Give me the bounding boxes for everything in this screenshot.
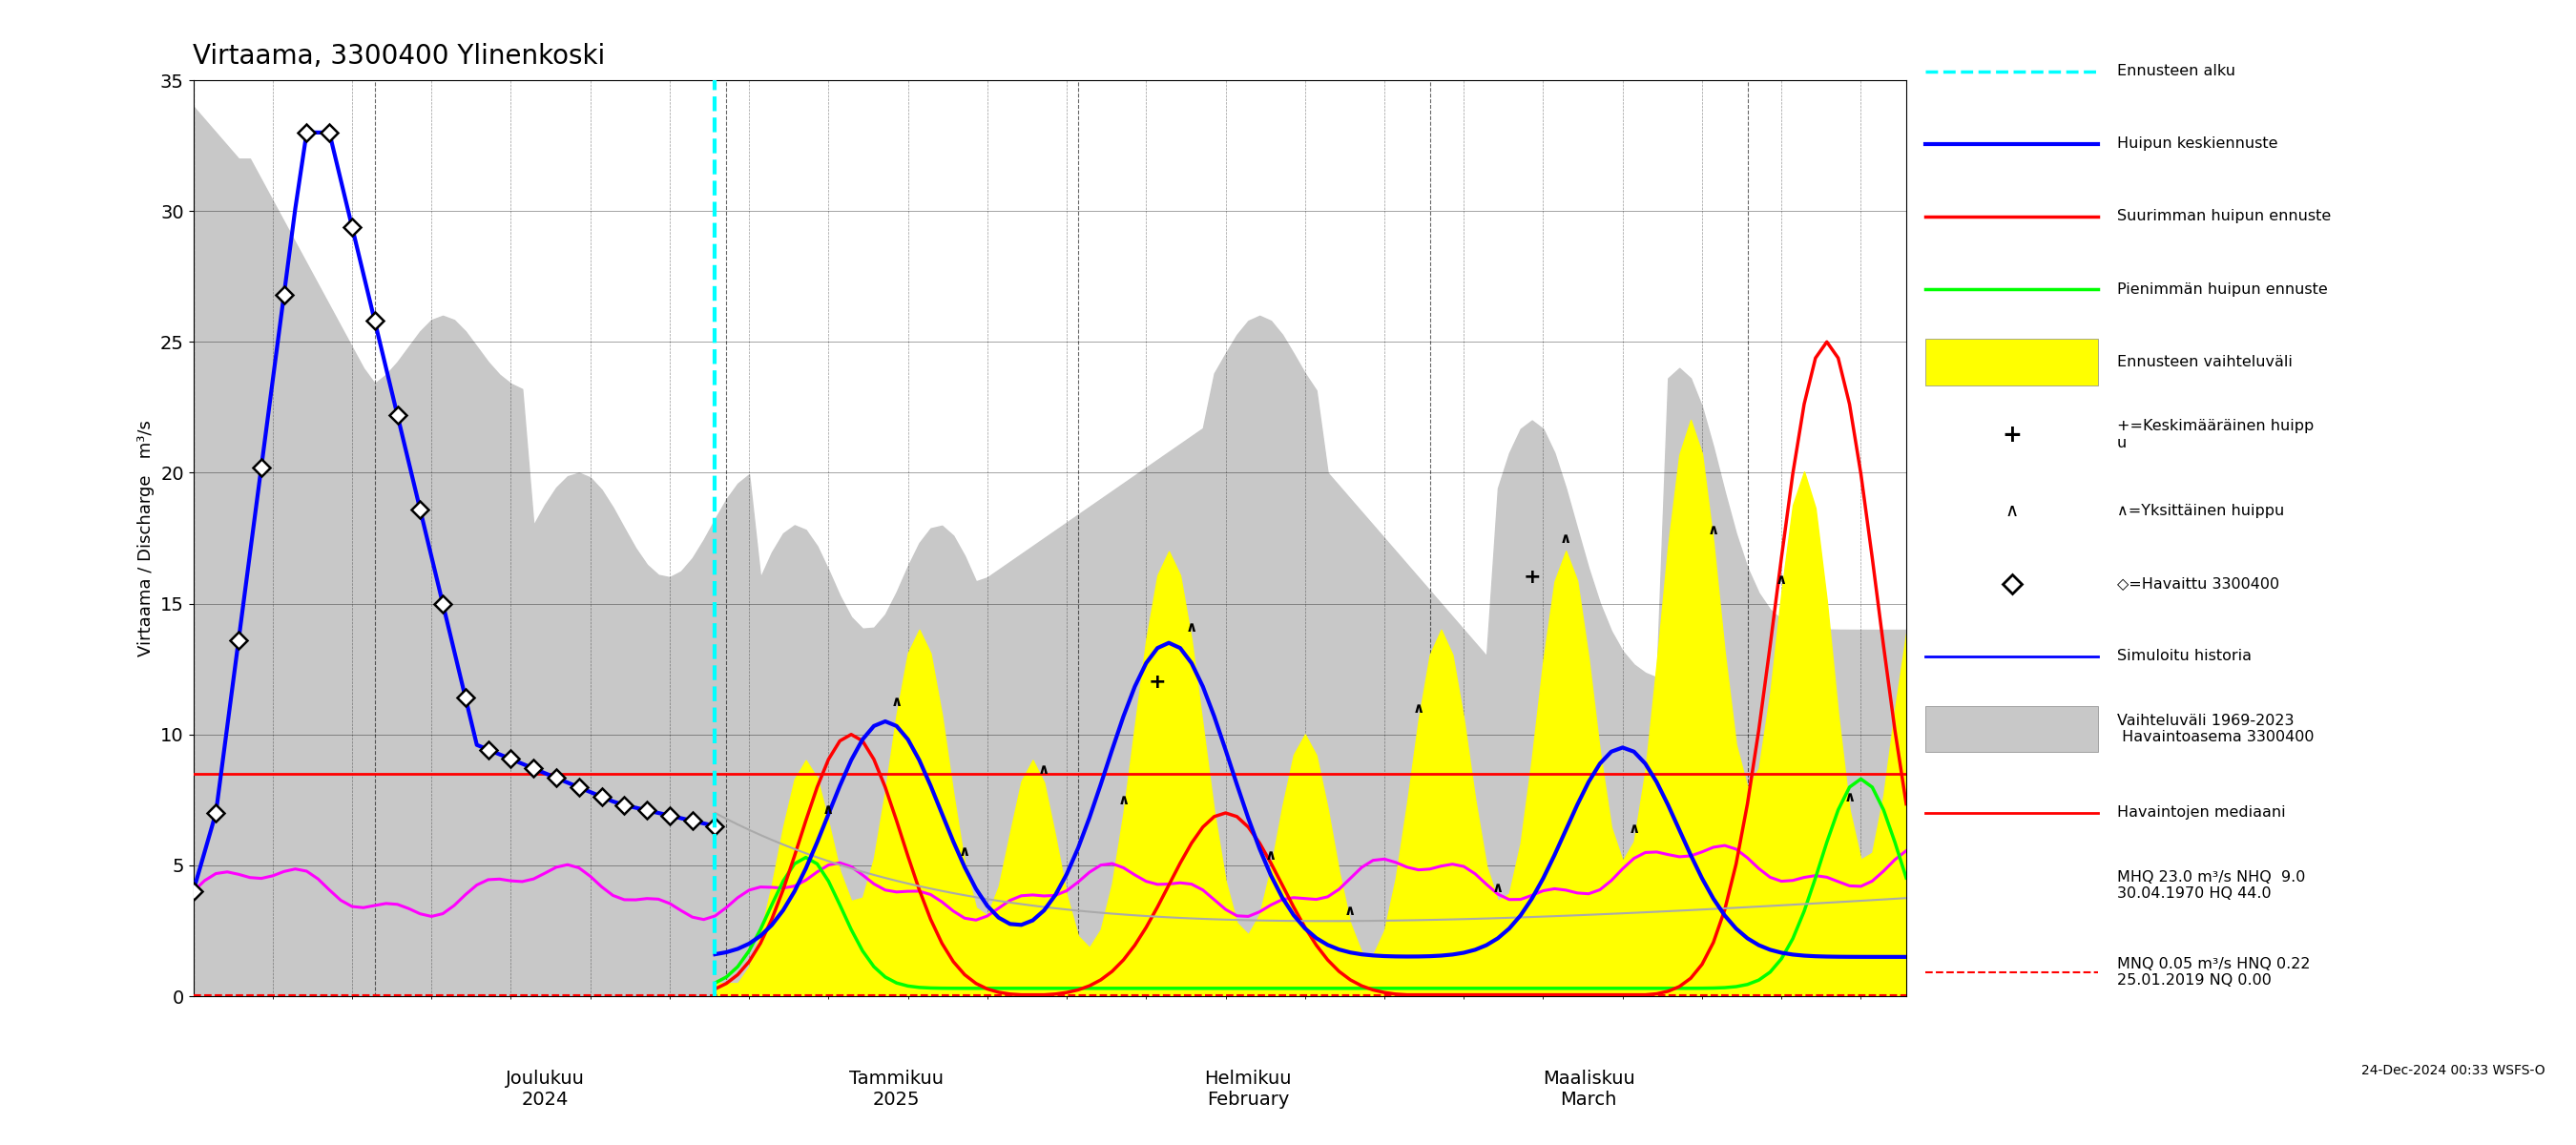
Text: ∧: ∧	[1492, 882, 1504, 895]
Text: Ennusteen alku: Ennusteen alku	[2117, 64, 2236, 78]
Text: ∧: ∧	[1708, 523, 1718, 537]
Text: ∧: ∧	[1844, 790, 1855, 805]
Text: Joulukuu
2024: Joulukuu 2024	[505, 1069, 585, 1108]
Text: ∧=Yksittäinen huippu: ∧=Yksittäinen huippu	[2117, 504, 2285, 519]
Text: ∧: ∧	[1118, 793, 1128, 807]
Text: ∧: ∧	[1412, 701, 1425, 716]
Text: Helmikuu
February: Helmikuu February	[1206, 1069, 1293, 1108]
Text: ∧: ∧	[1775, 572, 1788, 587]
Bar	[1924, 339, 2097, 385]
Text: +: +	[1149, 672, 1167, 692]
Text: ∧: ∧	[1185, 621, 1198, 634]
Text: Virtaama, 3300400 Ylinenkoski: Virtaama, 3300400 Ylinenkoski	[193, 44, 605, 70]
Text: MNQ 0.05 m³/s HNQ 0.22
25.01.2019 NQ 0.00: MNQ 0.05 m³/s HNQ 0.22 25.01.2019 NQ 0.0…	[2117, 957, 2311, 988]
Text: Simuloitu historia: Simuloitu historia	[2117, 649, 2251, 663]
Text: ∧: ∧	[1628, 822, 1641, 836]
Text: +: +	[2002, 424, 2022, 447]
Text: +=Keskimääräinen huipp
u: +=Keskimääräinen huipp u	[2117, 419, 2313, 450]
Text: ∧: ∧	[958, 844, 971, 859]
Text: Huipun keskiennuste: Huipun keskiennuste	[2117, 136, 2277, 151]
Text: Suurimman huipun ennuste: Suurimman huipun ennuste	[2117, 210, 2331, 223]
Text: MHQ 23.0 m³/s NHQ  9.0
30.04.1970 HQ 44.0: MHQ 23.0 m³/s NHQ 9.0 30.04.1970 HQ 44.0	[2117, 870, 2306, 901]
Text: Havaintojen mediaani: Havaintojen mediaani	[2117, 805, 2285, 820]
Text: Vaihteluväli 1969-2023
 Havaintoasema 3300400: Vaihteluväli 1969-2023 Havaintoasema 330…	[2117, 713, 2313, 744]
Text: ∧: ∧	[1561, 531, 1571, 546]
Y-axis label: Virtaama / Discharge   m³/s: Virtaama / Discharge m³/s	[137, 420, 155, 656]
Text: Pienimmän huipun ennuste: Pienimmän huipun ennuste	[2117, 282, 2329, 297]
Text: ∧: ∧	[1038, 763, 1051, 777]
Text: ∧: ∧	[891, 695, 902, 709]
Text: ◇=Havaittu 3300400: ◇=Havaittu 3300400	[2117, 576, 2280, 591]
Bar	[1924, 705, 2097, 752]
Text: Maaliskuu
March: Maaliskuu March	[1543, 1069, 1636, 1108]
Text: ∧: ∧	[1265, 848, 1278, 862]
Text: Ennusteen vaihteluväli: Ennusteen vaihteluväli	[2117, 355, 2293, 369]
Text: Tammikuu
2025: Tammikuu 2025	[850, 1069, 943, 1108]
Text: ∧: ∧	[2004, 502, 2020, 520]
Text: ∧: ∧	[1345, 903, 1355, 918]
Text: +: +	[1522, 568, 1540, 587]
Text: ∧: ∧	[822, 803, 835, 818]
Text: 24-Dec-2024 00:33 WSFS-O: 24-Dec-2024 00:33 WSFS-O	[2362, 1064, 2545, 1077]
